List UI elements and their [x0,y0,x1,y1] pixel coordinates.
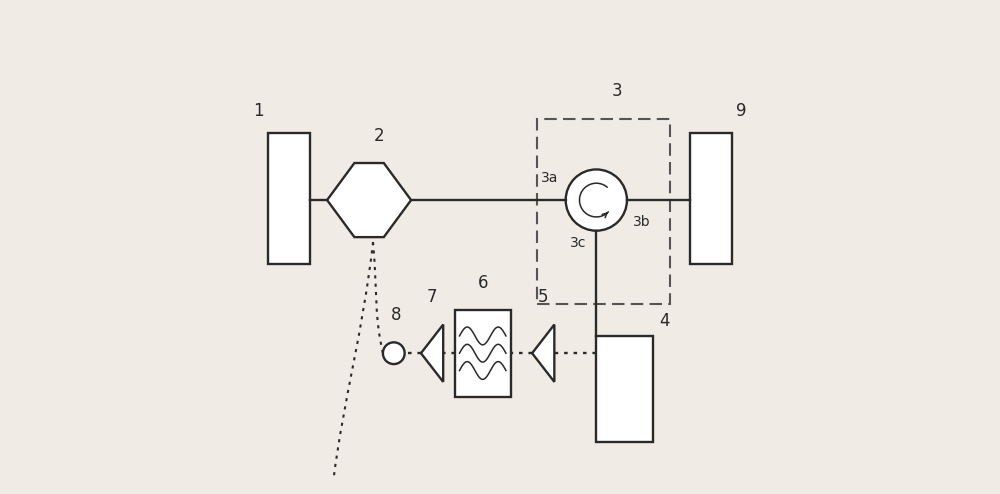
Text: 2: 2 [374,127,384,145]
Text: 5: 5 [538,288,548,306]
Polygon shape [532,325,554,382]
Bar [537,119,670,304]
Text: 3b: 3b [633,215,651,229]
Text: 3a: 3a [541,171,558,185]
Circle shape [566,169,627,231]
Bar [596,336,653,442]
Text: 1: 1 [254,102,264,120]
Text: 6: 6 [477,274,488,291]
Text: 9: 9 [736,102,746,120]
Bar [455,310,511,397]
Text: 4: 4 [659,312,669,330]
Text: 3: 3 [612,82,622,100]
Bar [690,133,732,264]
Text: 3c: 3c [570,236,586,250]
Text: 8: 8 [391,306,402,324]
Bar [268,133,310,264]
Polygon shape [421,325,443,382]
Text: 7: 7 [427,288,437,306]
Circle shape [383,342,405,364]
Polygon shape [327,163,411,237]
